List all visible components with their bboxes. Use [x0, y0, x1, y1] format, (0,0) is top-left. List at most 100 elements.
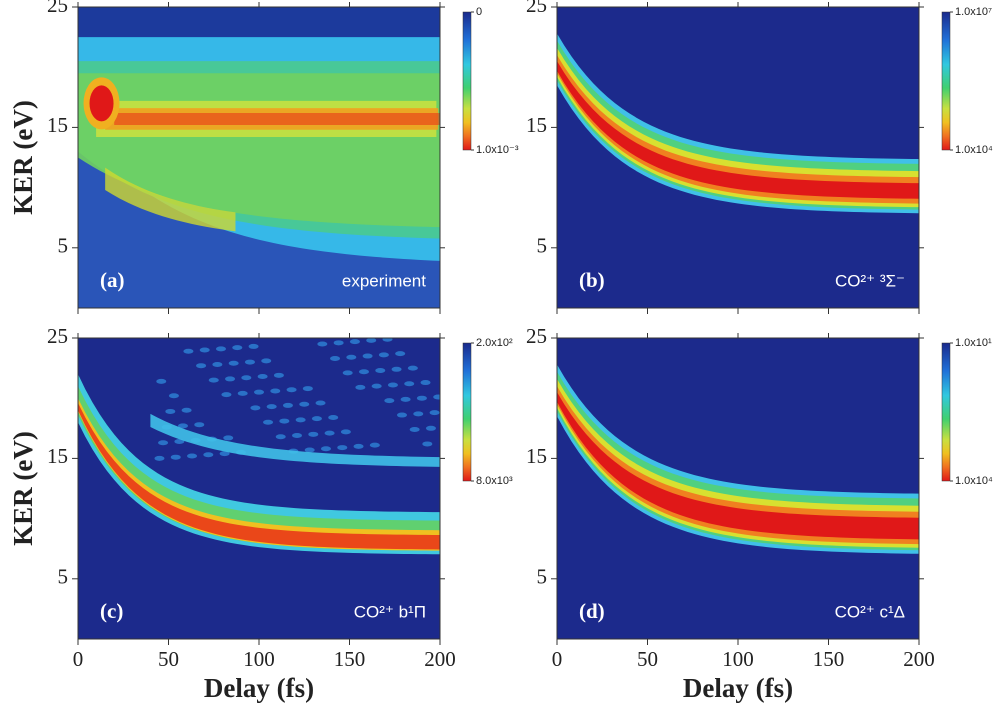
x-tick-label: 100: [722, 647, 754, 671]
y-tick-label: 25: [47, 324, 68, 348]
colorbar-label: 1.0x10⁻³: [476, 144, 519, 156]
panel: 0 50 100 150 200 5 15 25 (d) CO²⁺ c¹Δ Delay (fs) 1.…: [526, 324, 993, 703]
heat-speckle: [404, 381, 415, 387]
heat-speckle: [263, 419, 274, 425]
heat-speckle: [362, 353, 373, 359]
x-tick-label: 200: [424, 647, 456, 671]
annotation: experiment: [342, 271, 426, 290]
heat-speckle: [228, 360, 239, 366]
heat-speckle: [212, 361, 223, 367]
heat-speckle: [273, 372, 284, 378]
y-tick-label: 5: [537, 565, 548, 589]
panel: 5 15 25 (b) CO²⁺ ³Σ⁻ 1.0x10⁷ 1.0x10⁴: [526, 0, 993, 314]
heat-speckle: [257, 374, 268, 380]
y-axis-label: KER (eV): [8, 431, 38, 546]
colorbar-label: 0: [476, 6, 482, 18]
colorbar-label: 8.0x10³: [476, 475, 513, 487]
heat-region: [557, 386, 919, 545]
heat-speckle: [324, 430, 335, 436]
heat-speckle: [199, 347, 210, 353]
x-tick-label: 100: [243, 647, 275, 671]
heatmap-image: [557, 338, 919, 639]
heat-speckle: [395, 351, 406, 357]
panel-label: (c): [100, 599, 123, 623]
heat-speckle: [279, 418, 290, 424]
x-tick-label: 150: [813, 647, 845, 671]
heat-speckle: [429, 410, 440, 416]
heat-region: [114, 112, 440, 125]
heat-speckle: [308, 431, 319, 437]
heat-speckle: [174, 439, 185, 445]
heat-spot: [89, 85, 114, 122]
x-axis-label: Delay (fs): [204, 673, 314, 703]
y-tick-label: 25: [47, 0, 68, 17]
heat-speckle: [371, 383, 382, 389]
panel-label: (a): [100, 268, 125, 292]
heat-speckle: [391, 366, 402, 372]
x-tick-label: 150: [334, 647, 366, 671]
annotation: CO²⁺ ³Σ⁻: [835, 271, 905, 290]
heat-region: [78, 403, 440, 550]
heat-speckle: [333, 340, 344, 346]
y-tick-label: 5: [58, 234, 69, 258]
heat-speckle: [292, 433, 303, 439]
heat-speckle: [342, 370, 353, 376]
colorbar: [941, 11, 951, 151]
panel: 0 50 100 150 200 5 15 25 (c) CO²⁺ b¹Π KER (eV) Dela…: [8, 324, 513, 703]
heat-speckle: [194, 422, 205, 428]
heat-speckle: [387, 382, 398, 388]
heat-speckle: [181, 407, 192, 413]
heat-speckle: [223, 435, 234, 441]
colorbar-label: 1.0x10⁴: [955, 144, 993, 156]
y-tick-label: 15: [526, 113, 547, 137]
panel: 5 15 25 (a) experiment KER (eV) 0 1.0x10⁻³: [8, 0, 519, 314]
heat-speckle: [221, 392, 232, 398]
heat-speckle: [433, 394, 440, 400]
heat-speckle: [375, 368, 386, 374]
colorbar: [941, 342, 951, 482]
heat-speckle: [413, 411, 424, 417]
heat-speckle: [355, 384, 366, 390]
heat-speckle: [349, 339, 360, 345]
heat-speckle: [196, 363, 207, 369]
heat-speckle: [165, 408, 176, 414]
heat-speckle: [378, 352, 389, 358]
heat-speckle: [158, 440, 169, 446]
heat-speckle: [244, 359, 255, 365]
annotation: CO²⁺ c¹Δ: [835, 602, 905, 621]
y-tick-label: 5: [58, 565, 69, 589]
heat-speckle: [183, 348, 194, 354]
heat-region: [557, 392, 919, 540]
y-axis-label: KER (eV): [8, 100, 38, 215]
heat-speckle: [282, 402, 293, 408]
y-tick-label: 15: [47, 444, 68, 468]
heat-speckle: [154, 455, 165, 461]
heat-speckle: [275, 434, 286, 440]
panel-label: (b): [579, 268, 605, 292]
colorbar-label: 1.0x10⁴: [955, 475, 993, 487]
heat-speckle: [337, 445, 348, 451]
heat-speckle: [328, 414, 339, 420]
heat-region: [557, 61, 919, 199]
heat-speckle: [266, 404, 277, 410]
heat-speckle: [317, 341, 328, 347]
colorbar: [462, 342, 472, 482]
heat-region: [105, 167, 236, 232]
y-tick-label: 25: [526, 324, 547, 348]
colorbar-label: 2.0x10²: [476, 337, 513, 349]
heat-region: [557, 378, 919, 548]
heat-speckle: [208, 377, 219, 383]
heat-speckle: [396, 412, 407, 418]
colorbar-label: 1.0x10⁷: [955, 6, 992, 18]
heat-speckle: [250, 405, 261, 411]
heat-speckle: [295, 417, 306, 423]
heat-speckle: [219, 451, 230, 457]
heat-speckle: [177, 423, 188, 429]
x-axis-label: Delay (fs): [683, 673, 793, 703]
heat-speckle: [330, 355, 341, 361]
heat-speckle: [248, 343, 259, 349]
y-tick-label: 5: [537, 234, 548, 258]
heat-speckle: [420, 380, 431, 386]
heatmap-image: [78, 338, 440, 639]
